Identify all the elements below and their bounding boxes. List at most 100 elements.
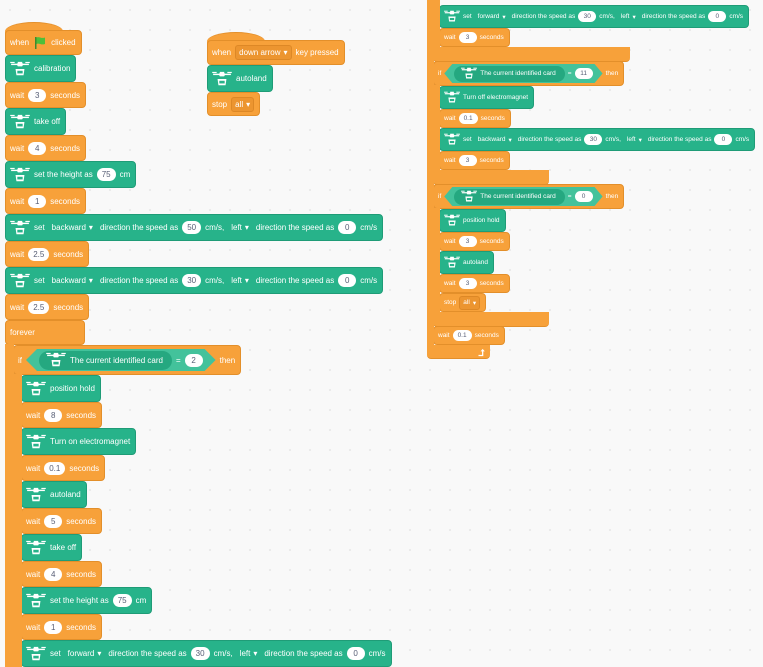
- block-drone[interactable]: Turn off electromagnet: [439, 86, 535, 109]
- value-input[interactable]: 11: [575, 68, 593, 79]
- block-drone[interactable]: setbackwarddirection the speed as30cm/s,…: [5, 267, 384, 294]
- dropdown-value: backward: [477, 136, 506, 143]
- dropdown-menu[interactable]: down arrow: [235, 45, 292, 60]
- value-input[interactable]: 0: [714, 134, 733, 145]
- value-input[interactable]: 4: [44, 567, 63, 581]
- block-drone[interactable]: position hold: [21, 375, 101, 402]
- block-drone[interactable]: autoland: [439, 251, 494, 274]
- dropdown-menu[interactable]: backward: [48, 274, 96, 287]
- block-wait[interactable]: wait 3 seconds: [439, 151, 510, 170]
- c-block-arm: [13, 374, 22, 667]
- value-input[interactable]: 0.1: [458, 113, 478, 124]
- condition-equals[interactable]: The current identified card = 0: [444, 187, 602, 206]
- block-wait[interactable]: wait 3 seconds: [439, 232, 510, 251]
- value-input[interactable]: 1: [28, 194, 47, 208]
- dropdown-menu[interactable]: forward: [474, 10, 509, 23]
- value-input[interactable]: 0: [708, 11, 727, 22]
- block-wait[interactable]: wait 3 seconds: [439, 274, 510, 293]
- block-wait[interactable]: wait 8 seconds: [21, 402, 103, 428]
- dropdown-menu[interactable]: left: [623, 133, 645, 146]
- value-input[interactable]: 30: [578, 11, 597, 22]
- value-input[interactable]: 0: [338, 274, 357, 287]
- dropdown-menu[interactable]: left: [236, 647, 261, 660]
- block-stop[interactable]: stop all: [439, 293, 487, 312]
- block-if[interactable]: if The current identified card = 2 then: [13, 345, 242, 375]
- value-input[interactable]: 3: [458, 155, 477, 166]
- block-wait[interactable]: wait 1 seconds: [21, 614, 103, 640]
- block-stop[interactable]: stop all: [207, 92, 261, 116]
- value-input[interactable]: 4: [28, 141, 47, 155]
- block-drone[interactable]: setforwarddirection the speed as30cm/s,l…: [439, 5, 750, 28]
- block-drone[interactable]: setbackwarddirection the speed as50cm/s,…: [5, 214, 384, 241]
- value-input[interactable]: 0: [338, 221, 357, 234]
- value-input[interactable]: 3: [458, 32, 477, 43]
- dropdown-menu[interactable]: left: [228, 274, 252, 287]
- value-input[interactable]: 1: [44, 620, 63, 634]
- block-wait[interactable]: wait 0.1 seconds: [21, 455, 106, 481]
- block-if[interactable]: if The current identified card = 11 then: [433, 61, 625, 86]
- value-input[interactable]: 2: [185, 354, 203, 367]
- value-input[interactable]: 5: [44, 514, 63, 528]
- block-wait[interactable]: wait 4 seconds: [21, 561, 103, 587]
- block-drone[interactable]: autoland: [207, 65, 273, 92]
- value-input[interactable]: 75: [96, 168, 116, 181]
- block-wait[interactable]: wait 0.1 seconds: [433, 326, 505, 345]
- drone-icon: [461, 190, 477, 203]
- value-input[interactable]: 2.5: [28, 300, 50, 314]
- value-input[interactable]: 8: [44, 408, 63, 422]
- value-input[interactable]: 30: [182, 274, 202, 287]
- dropdown-menu[interactable]: forward: [64, 647, 105, 660]
- reporter-current-card[interactable]: The current identified card: [39, 351, 172, 370]
- value-input[interactable]: 3: [458, 278, 477, 289]
- block-drone[interactable]: set the height as 75 cm: [21, 587, 153, 614]
- block-drone[interactable]: Turn on electromagnet: [21, 428, 137, 455]
- block-wait[interactable]: wait 2.5 seconds: [5, 241, 90, 267]
- block-wait[interactable]: wait 1 seconds: [5, 188, 87, 214]
- block-label: wait: [26, 516, 41, 526]
- value-input[interactable]: 30: [190, 647, 210, 660]
- value-input[interactable]: 0: [575, 191, 593, 202]
- block-wait[interactable]: wait 3 seconds: [5, 82, 87, 108]
- dropdown-menu[interactable]: all: [231, 96, 255, 112]
- block-drone[interactable]: calibration: [5, 55, 77, 82]
- drone-icon: [461, 67, 477, 80]
- value-input[interactable]: 0.1: [44, 461, 66, 475]
- dropdown-menu[interactable]: backward: [48, 221, 96, 234]
- dropdown-menu[interactable]: all: [459, 295, 481, 310]
- dropdown-menu[interactable]: left: [617, 10, 639, 23]
- block-label: cm/s,: [213, 649, 233, 658]
- value-input[interactable]: 2.5: [28, 247, 50, 261]
- block-wait[interactable]: wait 0.1 seconds: [439, 109, 511, 128]
- reporter-current-card[interactable]: The current identified card: [454, 189, 565, 205]
- block-wait[interactable]: wait 2.5 seconds: [5, 294, 90, 320]
- block-label: autoland: [50, 490, 81, 499]
- block-drone[interactable]: autoland: [21, 481, 87, 508]
- block-wait[interactable]: wait 5 seconds: [21, 508, 103, 534]
- block-drone[interactable]: position hold: [439, 209, 506, 232]
- condition-equals[interactable]: The current identified card = 11: [444, 64, 602, 83]
- block-if[interactable]: if The current identified card = 0 then: [433, 184, 625, 209]
- block-hat[interactable]: when clicked: [5, 22, 82, 55]
- value-input[interactable]: 0: [346, 647, 365, 660]
- drone-icon: [444, 214, 460, 227]
- dropdown-menu[interactable]: left: [228, 221, 252, 234]
- value-input[interactable]: 3: [28, 88, 47, 102]
- value-input[interactable]: 30: [584, 134, 603, 145]
- block-drone[interactable]: take off: [21, 534, 83, 561]
- value-input[interactable]: 0.1: [452, 330, 472, 341]
- block-drone[interactable]: setbackwarddirection the speed as30cm/s,…: [439, 128, 756, 151]
- value-input[interactable]: 75: [112, 594, 132, 607]
- value-input[interactable]: 3: [458, 236, 477, 247]
- block-hat[interactable]: when down arrow key pressed: [207, 32, 345, 65]
- block-forever[interactable]: forever: [5, 320, 85, 345]
- condition-equals[interactable]: The current identified card = 2: [26, 349, 216, 371]
- block-label: direction the speed as: [264, 649, 343, 658]
- block-drone[interactable]: set the height as 75 cm: [5, 161, 137, 188]
- value-input[interactable]: 50: [182, 221, 202, 234]
- reporter-current-card[interactable]: The current identified card: [454, 66, 565, 82]
- block-drone[interactable]: take off: [5, 108, 67, 135]
- block-wait[interactable]: wait 3 seconds: [439, 28, 510, 47]
- dropdown-menu[interactable]: backward: [474, 133, 515, 146]
- block-drone[interactable]: setforwarddirection the speed as30cm/s,l…: [21, 640, 392, 667]
- block-wait[interactable]: wait 4 seconds: [5, 135, 87, 161]
